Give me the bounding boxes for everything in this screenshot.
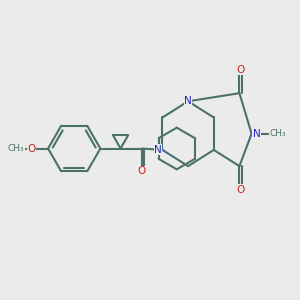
Text: O: O [138,166,146,176]
Text: O: O [236,65,245,75]
Text: CH₃: CH₃ [8,144,25,153]
Text: O: O [236,184,245,195]
Text: N: N [184,96,192,106]
Text: CH₃: CH₃ [269,129,286,138]
Text: N: N [253,129,260,139]
Text: N: N [154,145,162,155]
Text: O: O [28,143,36,154]
